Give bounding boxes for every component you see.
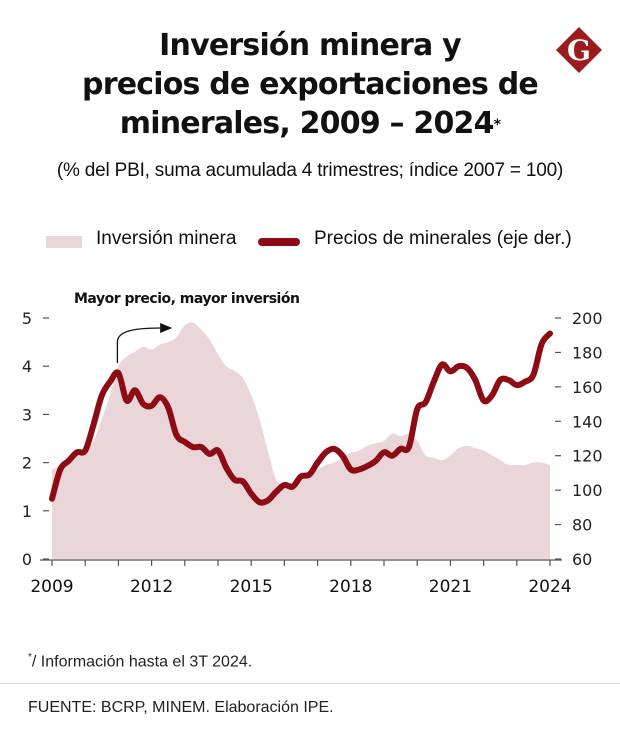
legend: Inversión minera Precios de minerales (e… bbox=[0, 228, 620, 254]
y-left-tick-label-4: 4 bbox=[22, 357, 32, 376]
footnote-text: / Información hasta el 3T 2024. bbox=[31, 653, 253, 671]
y-right-tick-label-200: 200 bbox=[572, 309, 603, 328]
gestion-logo-icon: G bbox=[556, 27, 602, 73]
axes-layer: 2009 2012 2015 2018 2021 2024 0 1 2 3 4 5 60 80 100 120… bbox=[22, 309, 603, 597]
chart-title: Inversión minera y precios de exportacio… bbox=[0, 26, 620, 143]
legend-swatch-area bbox=[46, 236, 82, 248]
y-left-tick-label-3: 3 bbox=[22, 405, 32, 424]
logo-letter: G bbox=[567, 34, 591, 67]
title-line-1: Inversión minera y bbox=[159, 28, 461, 63]
footnote: */ Información hasta el 3T 2024. bbox=[28, 652, 252, 671]
chart-annotation: Mayor precio, mayor inversión bbox=[74, 291, 300, 307]
y-right-tick-label-140: 140 bbox=[572, 412, 603, 431]
x-tick-label-2012: 2012 bbox=[130, 577, 173, 597]
x-tick-label-2009: 2009 bbox=[30, 577, 73, 597]
x-tick-label-2024: 2024 bbox=[528, 577, 571, 597]
x-tick-label-2018: 2018 bbox=[329, 577, 372, 597]
line-precios-minerales bbox=[49, 330, 553, 506]
title-line-2: precios de exportaciones de bbox=[82, 67, 539, 102]
y-right-tick-label-100: 100 bbox=[572, 481, 603, 500]
line-layer bbox=[49, 330, 553, 506]
legend-swatch-line bbox=[258, 238, 300, 246]
source-text: FUENTE: BCRP, MINEM. Elaboración IPE. bbox=[28, 699, 334, 716]
y-left-tick-label-5: 5 bbox=[22, 309, 32, 328]
legend-label-precios: Precios de minerales (eje der.) bbox=[314, 228, 572, 249]
footer-divider bbox=[0, 683, 620, 684]
chart-svg: 2009 2012 2015 2018 2021 2024 0 1 2 3 4 5 60 80 100 120… bbox=[22, 309, 603, 597]
title-asterisk: * bbox=[493, 117, 501, 133]
y-left-tick-label-0: 0 bbox=[22, 550, 32, 569]
x-tick-label-2021: 2021 bbox=[429, 577, 472, 597]
area-layer bbox=[52, 322, 550, 559]
annotation-layer bbox=[116, 323, 173, 364]
area-inversion-minera bbox=[52, 322, 550, 559]
y-right-tick-label-120: 120 bbox=[572, 447, 603, 466]
y-left-tick-label-1: 1 bbox=[22, 502, 32, 521]
y-left-tick-label-2: 2 bbox=[22, 454, 32, 473]
footnote-mark: * bbox=[28, 652, 32, 663]
title-line-3: minerales, 2009 – 2024* bbox=[0, 104, 620, 143]
chart-subtitle: (% del PBI, suma acumulada 4 trimestres;… bbox=[56, 160, 564, 181]
annotation-arrow-line bbox=[116, 327, 161, 364]
y-right-tick-label-180: 180 bbox=[572, 343, 603, 362]
legend-label-inversion: Inversión minera bbox=[96, 228, 237, 249]
y-right-tick-label-80: 80 bbox=[572, 516, 592, 535]
x-tick-label-2015: 2015 bbox=[230, 577, 273, 597]
annotation-arrowhead-icon bbox=[160, 323, 173, 333]
y-right-tick-label-60: 60 bbox=[572, 550, 592, 569]
y-right-tick-label-160: 160 bbox=[572, 378, 603, 397]
title-line-3-text: minerales, 2009 – 2024 bbox=[119, 106, 495, 141]
